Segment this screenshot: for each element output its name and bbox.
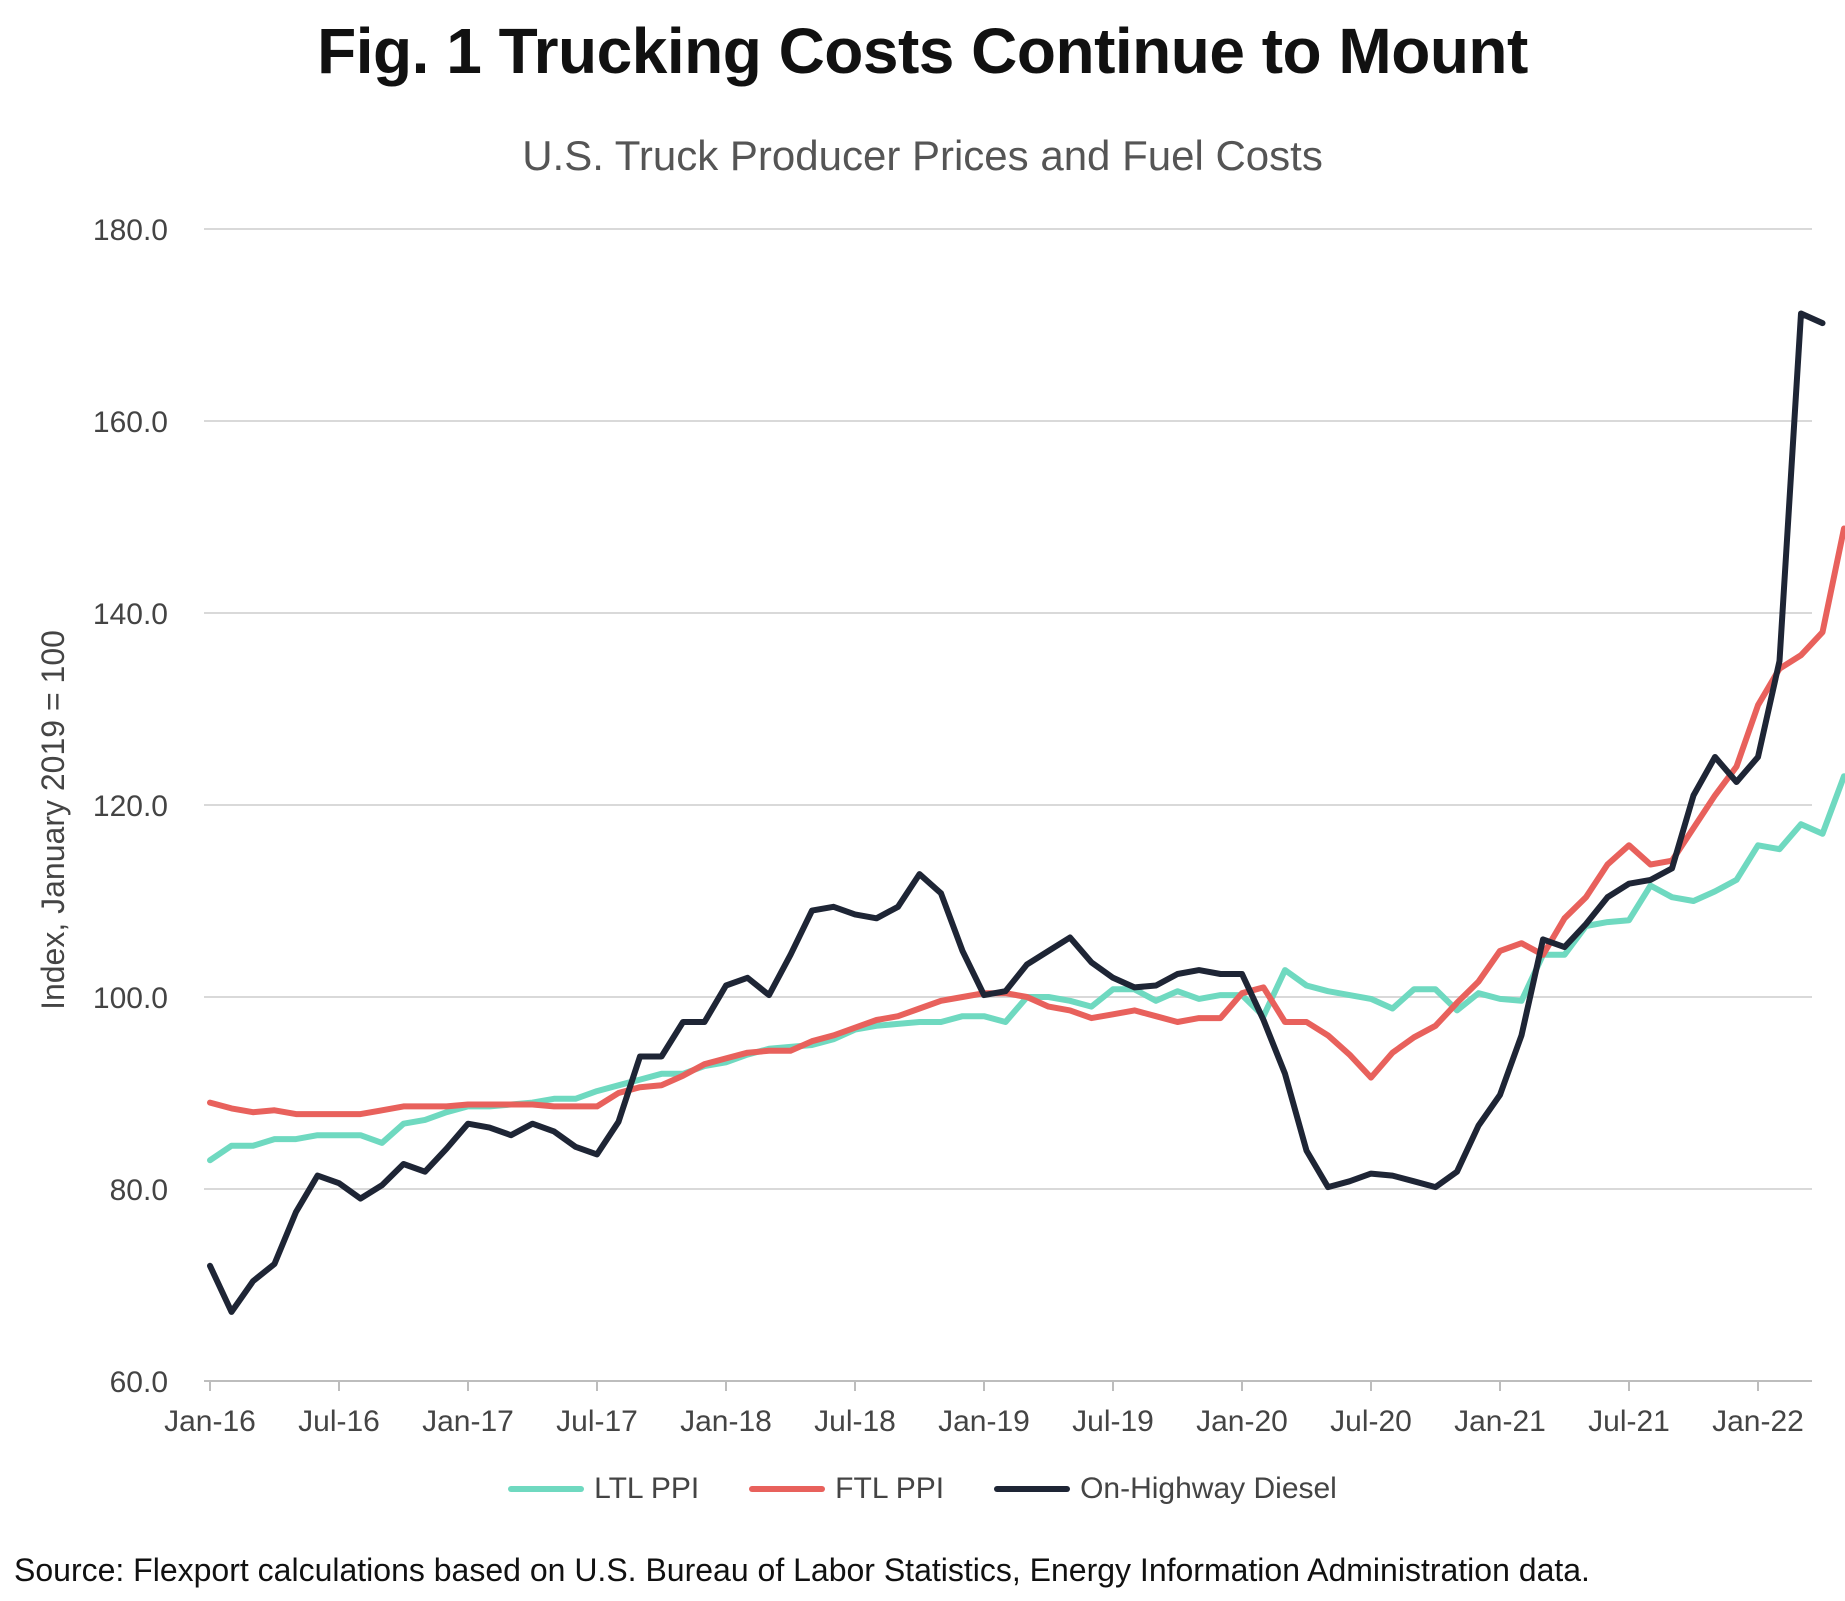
series-lines [207, 310, 1845, 1315]
legend-label-ftl: FTL PPI [835, 1472, 945, 1505]
x-tick-label: Jan-21 [1454, 1405, 1546, 1438]
series-line-diesel [207, 310, 1826, 1315]
legend-swatch-diesel [994, 1486, 1071, 1492]
x-tick-label: Jan-19 [938, 1405, 1030, 1438]
y-tick-label: 140.0 [93, 598, 168, 631]
x-tick-label: Jan-20 [1196, 1405, 1288, 1438]
x-tick-label: Jan-22 [1712, 1405, 1804, 1438]
y-tick-label: 100.0 [93, 982, 168, 1015]
y-axis-ticks: 60.0 80.0 100.0 120.0 140.0 160.0 180.0 [93, 214, 168, 1399]
gridlines [204, 228, 1812, 1382]
x-tick-label: Jul-18 [814, 1405, 896, 1438]
x-tick-label: Jul-16 [298, 1405, 380, 1438]
legend-item-ftl: FTL PPI [749, 1472, 944, 1506]
legend-item-diesel: On-Highway Diesel [994, 1472, 1337, 1506]
y-tick-label: 160.0 [93, 406, 168, 439]
x-tick-label: Jan-16 [164, 1405, 256, 1438]
y-tick-label: 80.0 [110, 1174, 168, 1207]
x-tick-label: Jul-17 [556, 1405, 638, 1438]
legend-label-ltl: LTL PPI [594, 1472, 700, 1505]
legend-swatch-ltl [508, 1486, 585, 1492]
x-tick-label: Jan-17 [422, 1405, 514, 1438]
chart-subtitle: U.S. Truck Producer Prices and Fuel Cost… [522, 132, 1323, 179]
y-tick-label: 180.0 [93, 214, 168, 247]
chart-title: Fig. 1 Trucking Costs Continue to Mount [317, 15, 1528, 87]
series-line-ftl-ppi [207, 525, 1845, 1118]
legend: LTL PPI FTL PPI On-Highway Diesel [0, 1472, 1845, 1506]
x-tick-label: Jul-19 [1072, 1405, 1154, 1438]
legend-swatch-ftl [749, 1486, 826, 1492]
source-note: Source: Flexport calculations based on U… [14, 1552, 1590, 1588]
x-tick-label: Jul-20 [1330, 1405, 1412, 1438]
x-tick-label: Jul-21 [1588, 1405, 1670, 1438]
legend-item-ltl: LTL PPI [508, 1472, 699, 1506]
x-axis: Jan-16 Jul-16 Jan-17 Jul-17 Jan-18 Jul-18 Jan-… [164, 1381, 1804, 1438]
legend-label-diesel: On-Highway Diesel [1080, 1472, 1337, 1505]
line-chart: 60.0 80.0 100.0 120.0 140.0 160.0 180.0 Jan-16… [35, 214, 1845, 1438]
x-tick-label: Jan-18 [680, 1405, 772, 1438]
y-axis-label: Index, January 2019 = 100 [35, 630, 71, 1010]
y-tick-label: 120.0 [93, 790, 168, 823]
y-tick-label: 60.0 [110, 1366, 168, 1399]
